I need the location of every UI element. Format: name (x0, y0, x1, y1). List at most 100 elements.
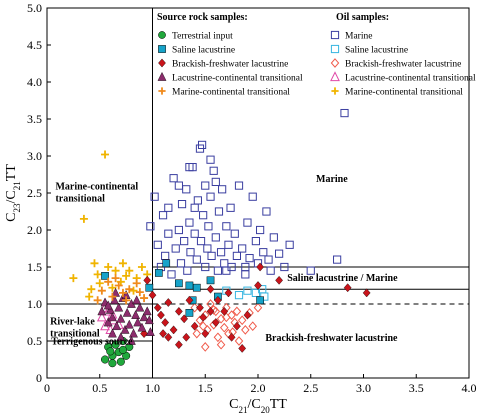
oil-marine-point (192, 255, 201, 264)
source-lacustrine-continental-transitional-point (135, 302, 145, 312)
y-tick-label: 5.0 (27, 1, 42, 15)
oil-brackish-freshwater-lacustrine-point (232, 306, 242, 317)
source-brackish-freshwater-lacustrine-point (233, 321, 241, 331)
source-terrestrial-input-point (108, 359, 117, 368)
axis-ticks: 0 0.5 1.0 1.5 2.0 2.5 3.0 3.5 4.0 0 0.5 1.0 1.5 2.0 2.… (27, 1, 477, 395)
axis-label-subscript: 21 (239, 405, 248, 414)
x-tick-label: 3.0 (356, 381, 371, 395)
source-lacustrine-continental-transitional-point (103, 300, 113, 310)
oil-brackish-freshwater-lacustrine-point (222, 312, 231, 323)
source-brackish-freshwater-lacustrine-point (275, 275, 283, 285)
oil-marine-point (196, 237, 206, 246)
legend-oil-title: Oil samples: (336, 12, 389, 23)
source-saline-lacustrine-point (256, 296, 264, 305)
oil-brackish-freshwater-lacustrine-point (213, 332, 223, 343)
legend-source-items: Terrestrial input Saline lacustrine Bracki… (157, 31, 303, 98)
source-brackish-freshwater-lacustrine-point (206, 284, 215, 294)
y-tick-label: 0 (36, 371, 42, 385)
source-lacustrine-continental-transitional-point (131, 310, 141, 319)
source-saline-lacustrine-point (185, 281, 194, 290)
axis-label-text: /C (4, 190, 19, 203)
source-lacustrine-continental-transitional-point (126, 335, 136, 345)
source-brackish-freshwater-lacustrine-point (164, 332, 173, 342)
oil-marine-point (211, 177, 220, 187)
axis-label-text: C (4, 213, 19, 222)
region-label-3: River-lake transitional (50, 317, 100, 340)
oil-marine-point (213, 266, 223, 275)
source-lacustrine-continental-transitional-point (105, 304, 115, 314)
oil-marine-point (176, 259, 186, 268)
y-tick-label: 3.0 (27, 149, 42, 163)
source-lacustrine-continental-transitional-point (132, 295, 142, 305)
oil-marine-point (158, 211, 168, 220)
oil-marine-point (199, 211, 208, 220)
oil-marine-point (169, 174, 178, 183)
source-brackish-freshwater-lacustrine-point (256, 262, 264, 272)
oil-brackish-freshwater-lacustrine-point (198, 321, 208, 332)
source-marine-continental-transitional-point (135, 288, 144, 297)
oil-marine-continental-transitional-point (111, 266, 120, 275)
oil-marine-point (266, 266, 275, 275)
x-tick-label: 1.5 (198, 381, 213, 395)
oil-marine-point (190, 203, 199, 212)
oil-marine-point (206, 155, 215, 164)
axis-label-text: TT (4, 164, 19, 182)
oil-marine-continental-transitional-point (101, 150, 110, 159)
oil-marine-point (285, 240, 294, 249)
legend-source-label-4: Marine-continental transitional (172, 88, 290, 98)
source-brackish-freshwater-lacustrine-point (157, 310, 165, 320)
y-tick-label: 2.0 (27, 223, 42, 237)
source-brackish-freshwater-lacustrine-point (199, 312, 208, 322)
oil-marine-point (146, 222, 155, 231)
oil-saline-lacustrine-point (243, 286, 252, 295)
oil-marine-point (243, 218, 252, 227)
oil-marine-point (220, 259, 229, 268)
source-lacustrine-continental-transitional-point (97, 306, 107, 316)
oil-marine-point (269, 233, 278, 242)
source-lacustrine-continental-transitional-point (116, 332, 126, 342)
legend-source-title: Source rock samples: (157, 12, 248, 23)
region-label-line: River-lake (50, 317, 95, 328)
source-saline-lacustrine-point (154, 269, 163, 277)
source-lacustrine-continental-transitional-point (107, 328, 117, 338)
source-brackish-freshwater-lacustrine-point (175, 340, 183, 350)
oil-marine-point (306, 266, 315, 275)
legend-oil-label-2: Brackish-freshwater lacustrine (345, 59, 461, 70)
oil-marine-point (150, 192, 159, 201)
legend-oil-marker-0 (330, 30, 340, 40)
region-label-4: Brackish-freshwater lacustrine (265, 333, 398, 344)
oil-marine-point (164, 229, 173, 238)
oil-brackish-freshwater-lacustrine-point (237, 315, 247, 326)
legend-source-label-3: Lacustrine-continental transitional (172, 74, 303, 84)
oil-marine-point (167, 270, 176, 279)
legend-source-marker-1 (158, 45, 166, 53)
region-label-line: Terrigenous source (51, 337, 133, 348)
source-brackish-freshwater-lacustrine-point (238, 343, 247, 353)
source-marine-continental-transitional-point (125, 285, 134, 294)
source-marine-continental-transitional-point (114, 281, 123, 290)
oil-marine-point (245, 254, 254, 263)
oil-marine-continental-transitional-point (79, 214, 88, 223)
oil-marine-point (203, 244, 212, 253)
oil-brackish-freshwater-lacustrine-point (234, 336, 244, 346)
oil-brackish-freshwater-lacustrine-point (211, 306, 221, 317)
source-marine-continental-transitional-point (97, 286, 106, 295)
source-brackish-freshwater-lacustrine-point (214, 295, 222, 305)
source-marine-continental-transitional-point (93, 296, 102, 305)
legend-source-marker-0 (158, 31, 166, 39)
y-tick-label: 2.5 (27, 186, 42, 200)
oil-marine-point (226, 203, 235, 212)
region-label-1: Marine-continental transitional (55, 181, 138, 204)
oil-marine-point (161, 251, 170, 261)
source-brackish-freshwater-lacustrine-point (343, 283, 352, 293)
oil-brackish-freshwater-lacustrine-point (216, 339, 226, 350)
source-brackish-freshwater-lacustrine-point (201, 329, 210, 339)
source-lacustrine-continental-transitional-point (103, 317, 113, 327)
source-brackish-freshwater-lacustrine-point (254, 281, 262, 290)
source-brackish-freshwater-lacustrine-point (224, 288, 233, 298)
oil-marine-point (238, 244, 247, 253)
oil-marine-point (180, 237, 189, 246)
source-marine-continental-transitional-point (140, 294, 149, 303)
source-brackish-freshwater-lacustrine-point (243, 310, 252, 320)
legend-oil-label-3: Lacustrine-continental transitional (345, 74, 476, 84)
